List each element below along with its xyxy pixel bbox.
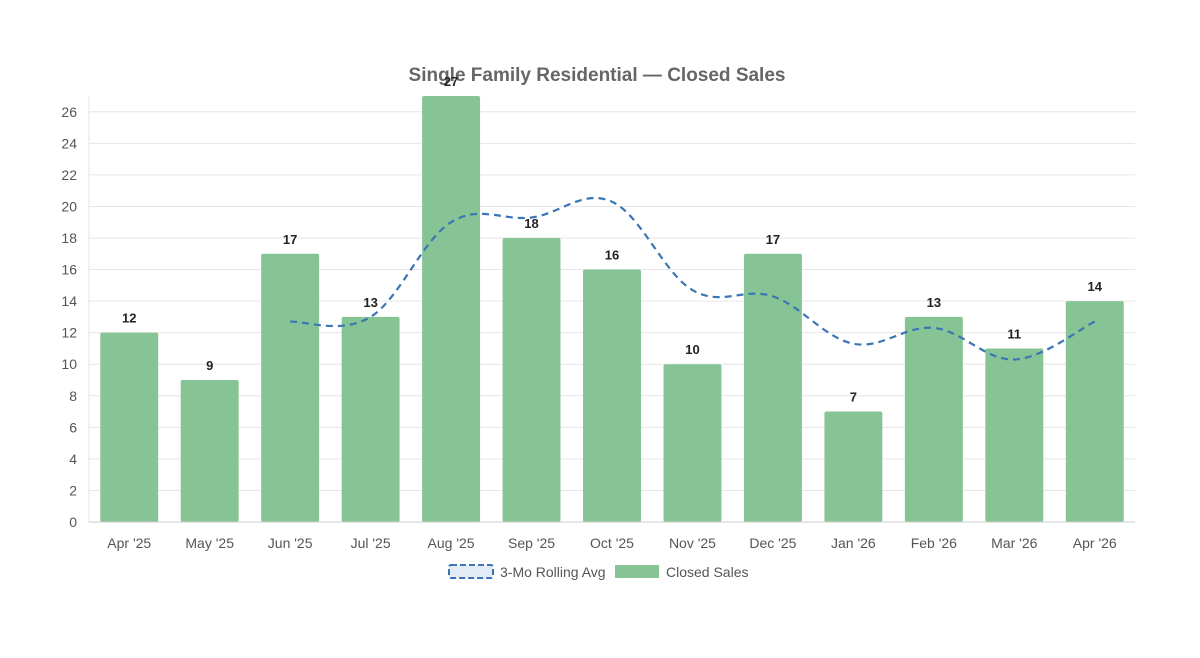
x-tick-label: Nov '25	[669, 535, 716, 551]
y-tick-label: 26	[61, 104, 77, 120]
bar-value-label: 18	[524, 216, 538, 231]
bar[interactable]	[824, 411, 883, 522]
y-tick-label: 6	[69, 419, 77, 435]
legend-label-closed-sales[interactable]: Closed Sales	[666, 564, 749, 580]
bar-value-label: 12	[122, 311, 136, 326]
bar-value-label: 13	[363, 295, 377, 310]
y-tick-label: 18	[61, 230, 77, 246]
bar-value-label: 27	[444, 74, 458, 89]
bar[interactable]	[904, 316, 963, 522]
rolling-average-line	[290, 196, 1096, 361]
y-tick-label: 4	[69, 451, 77, 467]
y-tick-label: 14	[61, 293, 77, 309]
y-tick-label: 16	[61, 262, 77, 278]
bar[interactable]	[663, 364, 722, 522]
bar[interactable]	[502, 238, 561, 522]
y-tick-label: 10	[61, 356, 77, 372]
bar[interactable]	[180, 380, 239, 522]
x-tick-label: Mar '26	[991, 535, 1037, 551]
y-tick-label: 24	[61, 135, 77, 151]
legend[interactable]: 3-Mo Rolling Avg Closed Sales	[448, 564, 749, 580]
x-tick-label: Jan '26	[831, 535, 876, 551]
bar-value-label: 16	[605, 248, 619, 263]
x-axis: Apr '25 May '25 Jun '25 Jul '25 Aug '25 Sep '…	[89, 521, 1135, 551]
y-tick-label: 2	[69, 482, 77, 498]
legend-swatch-rolling-avg[interactable]	[448, 564, 494, 579]
bar[interactable]	[341, 316, 400, 522]
bar[interactable]	[985, 348, 1044, 522]
x-tick-label: Sep '25	[508, 535, 555, 551]
bar[interactable]	[743, 253, 802, 522]
rolling-avg-path[interactable]	[290, 196, 1096, 361]
bar-value-label: 13	[927, 295, 941, 310]
x-tick-label: Jun '25	[268, 535, 313, 551]
bars	[100, 96, 1124, 522]
x-tick-label: Feb '26	[911, 535, 957, 551]
x-tick-label: Oct '25	[590, 535, 634, 551]
bar[interactable]	[100, 332, 159, 522]
chart-title: Single Family Residential — Closed Sales	[409, 65, 786, 86]
y-tick-label: 0	[69, 514, 77, 530]
data-labels: 12 9 17 13 27 18 16 10 17 7 13 11 14	[122, 74, 1103, 405]
bar[interactable]	[1065, 301, 1124, 522]
x-tick-label: Aug '25	[428, 535, 475, 551]
legend-swatch-closed-sales[interactable]	[615, 565, 659, 578]
legend-label-rolling-avg[interactable]: 3-Mo Rolling Avg	[500, 564, 606, 580]
y-tick-label: 22	[61, 167, 77, 183]
y-tick-label: 8	[69, 388, 77, 404]
x-tick-label: Apr '25	[107, 535, 151, 551]
bar-value-label: 10	[685, 342, 699, 357]
x-tick-label: Jul '25	[351, 535, 391, 551]
bar-value-label: 17	[766, 232, 780, 247]
bar-value-label: 11	[1007, 326, 1021, 341]
x-tick-label: May '25	[185, 535, 234, 551]
x-tick-label: Dec '25	[749, 535, 796, 551]
bar-value-label: 7	[850, 390, 857, 405]
bar-value-label: 9	[206, 358, 213, 373]
bar-value-label: 14	[1088, 279, 1103, 294]
y-tick-label: 12	[61, 325, 77, 341]
x-tick-label: Apr '26	[1073, 535, 1117, 551]
bar[interactable]	[261, 253, 320, 522]
bar[interactable]	[422, 96, 481, 522]
bar-value-label: 17	[283, 232, 297, 247]
y-tick-label: 20	[61, 198, 77, 214]
bar[interactable]	[583, 269, 641, 522]
